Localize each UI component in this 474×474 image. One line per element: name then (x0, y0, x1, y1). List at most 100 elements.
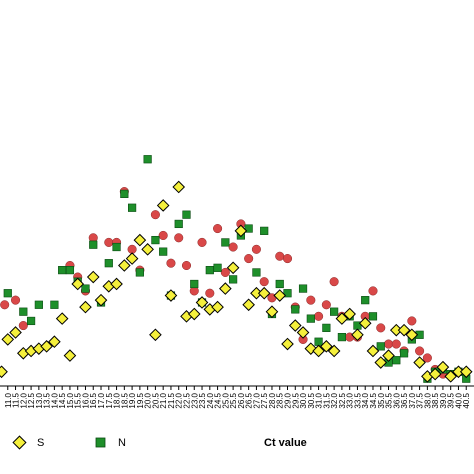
legend-item-n: N (95, 437, 126, 449)
point-n (322, 323, 331, 332)
x-tick-label: 18.0 (113, 392, 122, 408)
point-s (141, 243, 154, 256)
x-tick-label: 33.0 (346, 392, 355, 408)
x-tick-label: 12.5 (27, 392, 36, 408)
point-circle (314, 311, 324, 321)
point-circle (205, 288, 215, 298)
point-n (205, 266, 214, 275)
point-s (436, 360, 450, 374)
point-n (81, 284, 90, 293)
x-tick-label: 19.0 (128, 392, 137, 408)
x-tick-label: 35.0 (377, 392, 386, 408)
x-tick-label: 27.5 (260, 392, 269, 408)
point-n (58, 266, 67, 275)
point-s (9, 326, 22, 339)
x-tick-label: 37.0 (408, 392, 417, 408)
x-tick-label: 29.0 (284, 392, 293, 408)
x-tick-label: 14.5 (58, 392, 67, 408)
point-s (1, 333, 15, 346)
x-tick-label: 24.5 (214, 392, 223, 408)
point-n (151, 235, 160, 245)
point-s (125, 252, 139, 265)
point-s (358, 316, 372, 330)
point-s (374, 356, 388, 369)
point-s (405, 328, 419, 342)
x-tick-label: 14.0 (50, 392, 59, 408)
x-tick-label: 15.5 (74, 392, 83, 408)
point-s (226, 261, 240, 275)
point-n (127, 203, 137, 212)
point-s (55, 312, 69, 325)
x-tick-label: 23.0 (190, 392, 199, 408)
point-s (48, 335, 61, 349)
point-s (195, 296, 209, 309)
point-s (219, 282, 232, 295)
point-n (221, 238, 230, 247)
x-tick-label: 34.0 (361, 392, 370, 408)
x-tick-label: 11.5 (12, 392, 21, 408)
point-n (275, 279, 284, 289)
point-n (135, 268, 144, 277)
legend-item-s: S (12, 435, 44, 450)
point-s (257, 286, 271, 300)
point-circle (329, 277, 339, 287)
point-circle (368, 286, 378, 296)
point-n (65, 266, 75, 275)
point-n (298, 284, 308, 293)
point-s (413, 356, 426, 369)
x-tick-label: 13.0 (35, 392, 44, 408)
point-s (0, 365, 8, 379)
x-tick-label: 23.5 (198, 392, 207, 408)
x-tick-label: 20.5 (151, 392, 160, 408)
point-s (133, 233, 147, 247)
x-tick-label: 28.5 (276, 392, 285, 408)
point-n (89, 240, 98, 249)
point-circle (174, 233, 184, 243)
point-s (428, 367, 442, 381)
point-circle (383, 339, 394, 349)
point-circle (166, 258, 176, 268)
x-tick-label: 40.0 (454, 392, 463, 408)
point-s (382, 349, 395, 362)
point-circle (244, 254, 254, 264)
x-tick-label: 26.5 (245, 392, 254, 408)
point-circle (415, 346, 425, 356)
point-s (172, 180, 186, 194)
point-n (368, 312, 378, 321)
x-tick-label: 11.0 (4, 392, 13, 408)
x-tick-label: 22.0 (175, 392, 184, 408)
legend-label-n: N (118, 437, 126, 449)
point-s (63, 349, 77, 362)
legend: S N (12, 435, 126, 450)
x-tick-label: 32.0 (330, 392, 339, 408)
point-s (335, 312, 349, 325)
x-tick-label: 12.0 (19, 392, 28, 408)
point-n (143, 155, 152, 164)
x-tick-label: 38.5 (431, 392, 440, 408)
x-tick-label: 13.5 (43, 392, 52, 408)
point-s (281, 337, 294, 351)
point-s (79, 300, 92, 314)
x-tick-label: 18.5 (120, 392, 129, 408)
x-tick-label: 17.0 (97, 392, 106, 408)
point-n (120, 189, 129, 198)
point-n (337, 333, 347, 342)
point-n (50, 300, 59, 309)
point-s (459, 365, 473, 379)
point-s (118, 259, 131, 272)
x-tick-label: 40.5 (462, 392, 471, 408)
point-circle (18, 321, 28, 331)
x-tick-label: 32.5 (338, 392, 347, 408)
point-n (19, 307, 28, 316)
x-tick-label: 16.0 (81, 392, 90, 408)
point-circle (275, 251, 285, 261)
point-n (306, 314, 315, 323)
point-circle (220, 267, 230, 277)
x-tick-label: 21.0 (159, 392, 168, 408)
point-s (187, 307, 201, 321)
point-s (304, 342, 318, 355)
x-tick-label: 30.0 (299, 392, 308, 408)
point-circle (213, 223, 223, 234)
point-s (149, 328, 162, 342)
